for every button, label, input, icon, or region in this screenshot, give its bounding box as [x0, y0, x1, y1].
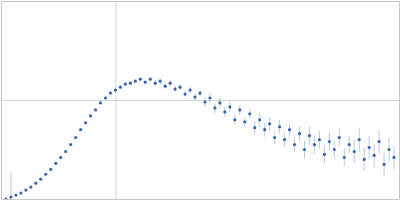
point: [368, 146, 371, 149]
point: [378, 140, 381, 143]
point: [104, 96, 107, 99]
point: [208, 96, 211, 99]
point: [243, 120, 246, 123]
point: [358, 138, 361, 141]
point: [363, 158, 366, 161]
point: [39, 178, 42, 181]
point: [19, 191, 22, 194]
point: [303, 148, 306, 151]
point: [343, 156, 346, 159]
point: [382, 163, 385, 166]
point: [353, 150, 356, 153]
point: [198, 91, 201, 94]
point: [213, 106, 216, 109]
point: [74, 136, 77, 139]
point: [253, 126, 256, 129]
point: [49, 168, 52, 171]
point: [54, 162, 57, 165]
point: [288, 128, 291, 131]
point: [333, 148, 336, 151]
point: [24, 188, 27, 191]
point: [233, 118, 236, 121]
point: [323, 153, 326, 156]
grid-line: [1, 100, 399, 101]
axis-line: [2, 2, 400, 200]
point: [298, 132, 301, 135]
point: [134, 80, 137, 83]
point: [14, 193, 17, 196]
point: [387, 148, 390, 151]
point: [248, 112, 251, 115]
point: [392, 156, 395, 159]
point: [154, 82, 157, 85]
point: [328, 140, 331, 143]
point: [84, 121, 87, 124]
point: [188, 89, 191, 92]
point: [318, 138, 321, 141]
axis-line: [2, 1, 400, 200]
point: [203, 100, 206, 103]
point: [183, 92, 186, 95]
point: [144, 81, 147, 84]
point: [228, 105, 231, 108]
point: [34, 182, 37, 185]
point: [174, 88, 177, 91]
point: [114, 89, 117, 92]
point: [293, 143, 296, 146]
point: [109, 91, 112, 94]
point: [283, 138, 286, 141]
point: [79, 128, 82, 131]
point: [179, 86, 182, 89]
point: [99, 101, 102, 104]
tick: [1, 100, 399, 101]
point: [193, 95, 196, 98]
point: [263, 128, 266, 131]
chart: [0, 0, 400, 200]
point: [238, 108, 241, 111]
point: [169, 82, 172, 85]
point: [119, 86, 122, 89]
point: [373, 154, 376, 157]
y-axis: [1, 2, 399, 200]
point: [9, 195, 12, 198]
point: [64, 150, 67, 153]
point: [159, 80, 162, 83]
point: [29, 186, 32, 189]
point: [313, 143, 316, 146]
point: [59, 156, 62, 159]
point: [69, 143, 72, 146]
point: [139, 78, 142, 81]
point: [268, 122, 271, 125]
point: [44, 173, 47, 176]
marks: [4, 78, 395, 199]
point: [94, 108, 97, 111]
point: [164, 85, 167, 88]
point: [129, 82, 132, 85]
x-axis: [2, 1, 400, 200]
point: [124, 83, 127, 86]
plot: [1, 1, 400, 200]
point: [218, 101, 221, 104]
point: [223, 110, 226, 113]
point: [348, 143, 351, 146]
point: [308, 134, 311, 137]
point: [258, 118, 261, 121]
error-bar: [10, 172, 11, 199]
point: [278, 125, 281, 128]
point: [338, 136, 341, 139]
point: [4, 197, 7, 199]
point: [89, 114, 92, 117]
series: [4, 78, 395, 199]
point: [149, 78, 152, 81]
point: [273, 136, 276, 139]
